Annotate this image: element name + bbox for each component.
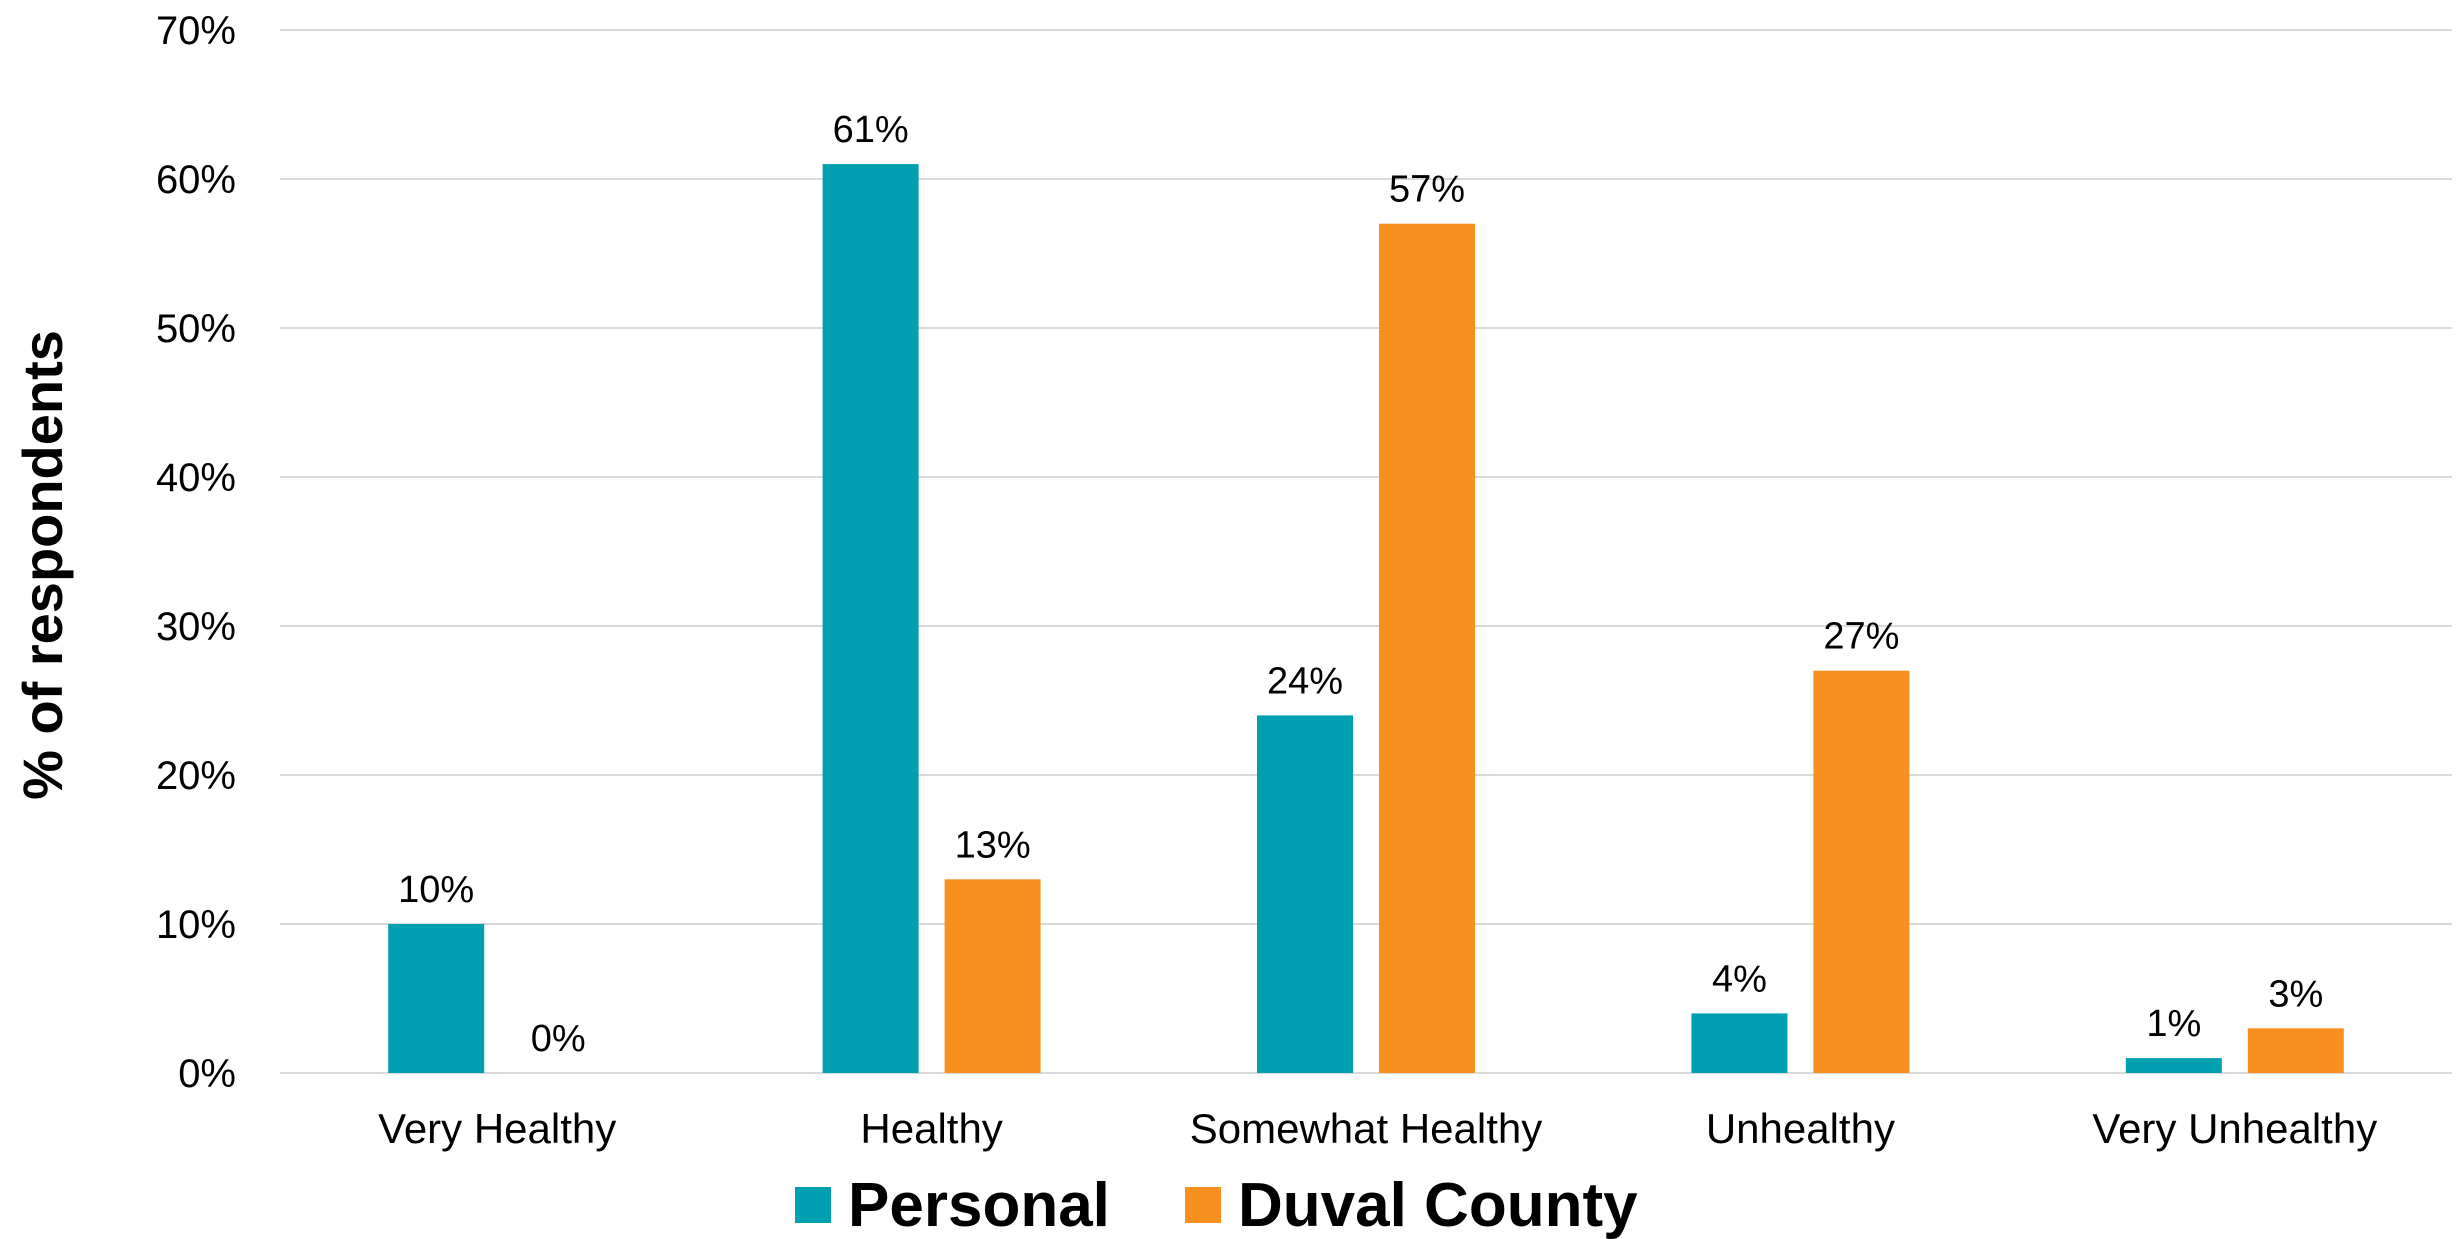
data-label: 1% xyxy=(2146,1003,2201,1045)
y-tick-label: 0% xyxy=(178,1052,236,1096)
y-tick-label: 50% xyxy=(156,307,236,351)
gridlines xyxy=(280,29,2452,1074)
data-label: 57% xyxy=(1389,169,1465,211)
y-tick-label: 30% xyxy=(156,605,236,649)
bars xyxy=(388,164,2344,1074)
legend-swatch xyxy=(795,1187,831,1223)
data-label: 10% xyxy=(398,869,474,911)
data-label: 24% xyxy=(1267,660,1343,702)
y-axis-title: % of respondents xyxy=(11,330,74,800)
y-tick-label: 60% xyxy=(156,158,236,202)
bar-personal xyxy=(822,164,919,1074)
legend-swatch xyxy=(1185,1187,1221,1223)
data-labels: 10% 0% 61% 13% 24% 57% 4% 27% 1% 3% xyxy=(398,109,2323,1060)
legend-label: Personal xyxy=(848,1171,1110,1239)
bar-personal xyxy=(1691,1013,1788,1073)
x-category-label: Somewhat Healthy xyxy=(1190,1105,1543,1152)
data-label: 4% xyxy=(1712,958,1767,1000)
bar-duval-county xyxy=(1813,670,1910,1073)
data-label: 13% xyxy=(955,824,1031,866)
bar-personal xyxy=(1257,715,1353,1073)
bar-personal xyxy=(2125,1058,2222,1073)
x-category-label: Unhealthy xyxy=(1706,1105,1895,1152)
y-tick-label: 70% xyxy=(156,9,236,53)
x-category-label: Very Unhealthy xyxy=(2092,1105,2377,1152)
y-tick-label: 40% xyxy=(156,456,236,500)
data-label: 0% xyxy=(531,1018,586,1060)
x-axis-categories: Very Healthy Healthy Somewhat Healthy Unhea… xyxy=(378,1105,2377,1152)
x-category-label: Very Healthy xyxy=(378,1105,616,1152)
bar-duval-county xyxy=(2247,1028,2344,1073)
bar-personal xyxy=(388,924,485,1073)
y-tick-label: 10% xyxy=(156,903,236,947)
legend-label: Duval County xyxy=(1238,1171,1638,1239)
bar-duval-county xyxy=(944,879,1041,1073)
data-label: 3% xyxy=(2268,973,2323,1015)
bar-duval-county xyxy=(1379,223,1475,1073)
legend: Personal Duval County xyxy=(795,1171,1638,1239)
y-axis-ticks: 0% 10% 20% 30% 40% 50% 60% 70% xyxy=(156,9,236,1096)
x-category-label: Healthy xyxy=(860,1105,1002,1152)
y-tick-label: 20% xyxy=(156,754,236,798)
data-label: 27% xyxy=(1823,616,1899,658)
data-label: 61% xyxy=(833,109,909,151)
